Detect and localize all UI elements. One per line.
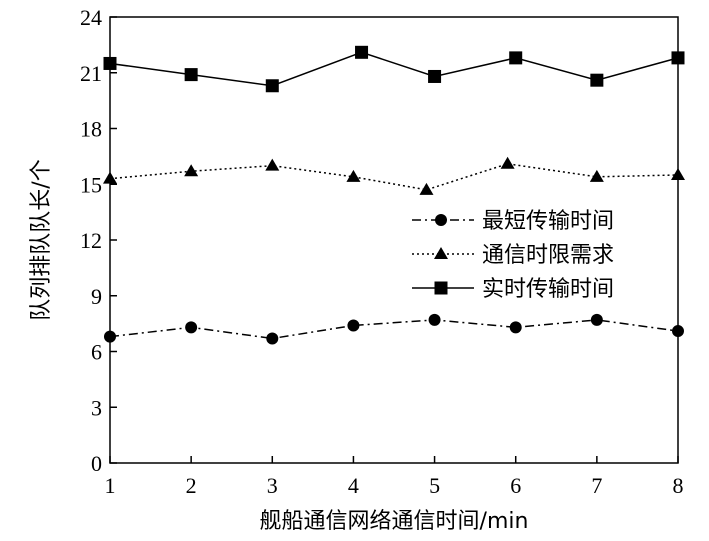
x-tick-label: 6 <box>510 473 521 498</box>
x-axis-label: 舰船通信网络通信时间/min <box>260 509 529 534</box>
data-point-circle <box>509 321 522 334</box>
legend-item: 实时传输时间 <box>412 277 614 302</box>
data-point-triangle <box>346 169 361 182</box>
data-point-square <box>184 68 198 82</box>
y-tick-label: 6 <box>91 340 102 365</box>
series-3 <box>103 45 685 93</box>
data-point-triangle <box>500 156 515 169</box>
data-point-circle <box>672 325 684 338</box>
data-point-circle <box>435 214 447 226</box>
series-2 <box>103 156 685 195</box>
x-tick-label: 4 <box>348 473 359 498</box>
x-tick-label: 7 <box>591 473 602 498</box>
data-point-square <box>103 56 117 70</box>
y-axis: 0 3 6 9 12 15 18 21 24 <box>80 5 117 476</box>
data-point-square <box>590 73 604 87</box>
y-tick-label: 3 <box>91 395 102 420</box>
y-tick-label: 9 <box>91 284 102 309</box>
legend-label: 最短传输时间 <box>482 209 614 234</box>
data-point-circle <box>104 330 116 343</box>
data-point-square <box>434 281 448 295</box>
series-line <box>109 51 679 87</box>
y-axis-label: 队列排队队长/个 <box>29 159 54 320</box>
data-point-circle <box>590 313 603 326</box>
data-point-square <box>671 51 685 65</box>
legend-label: 实时传输时间 <box>482 277 614 302</box>
data-point-circle <box>347 319 360 332</box>
series-line <box>109 163 679 191</box>
data-point-square <box>265 79 279 93</box>
x-tick-label: 5 <box>429 473 440 498</box>
x-tick-label: 1 <box>105 473 116 498</box>
y-tick-label: 0 <box>91 451 102 476</box>
data-point-triangle <box>184 164 199 177</box>
y-tick-label: 18 <box>80 117 102 142</box>
data-point-triangle <box>265 158 280 171</box>
data-point-square <box>509 51 523 65</box>
y-tick-label: 24 <box>80 5 102 30</box>
y-tick-label: 12 <box>80 228 102 253</box>
data-point-triangle <box>434 247 448 259</box>
x-axis: 1 2 3 4 5 6 7 8 <box>105 456 684 498</box>
data-point-circle <box>185 321 198 334</box>
series-layer <box>103 45 685 345</box>
data-point-triangle <box>419 182 434 195</box>
data-point-triangle <box>589 169 604 182</box>
data-point-triangle <box>103 171 117 184</box>
x-tick-label: 3 <box>267 473 278 498</box>
series-line <box>109 319 679 340</box>
data-point-square <box>428 69 442 83</box>
data-point-circle <box>428 313 441 326</box>
x-tick-label: 8 <box>673 473 684 498</box>
data-point-circle <box>266 332 279 345</box>
y-tick-label: 21 <box>80 61 102 86</box>
series-1 <box>104 313 684 345</box>
legend-item: 通信时限需求 <box>412 243 614 268</box>
legend-item: 最短传输时间 <box>412 209 614 234</box>
data-point-triangle <box>671 167 685 180</box>
legend-label: 通信时限需求 <box>482 243 614 268</box>
data-point-square <box>355 45 369 59</box>
y-tick-label: 15 <box>80 172 102 197</box>
x-tick-label: 2 <box>186 473 197 498</box>
